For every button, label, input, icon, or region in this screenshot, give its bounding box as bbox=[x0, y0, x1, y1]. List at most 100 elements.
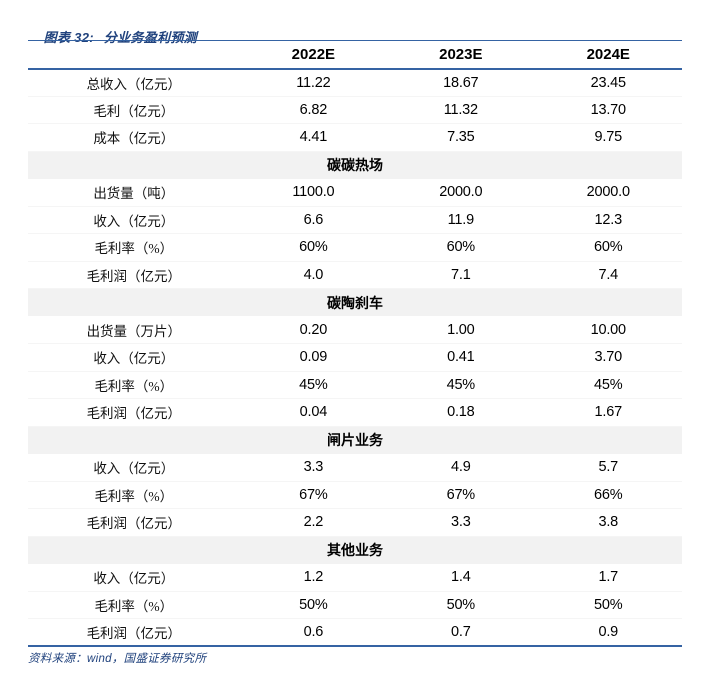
cell-value: 50% bbox=[446, 596, 476, 613]
row-label: 成本（亿元） bbox=[93, 131, 175, 147]
table-row: 出货量（吨） 1100.0 2000.0 2000.0 bbox=[28, 179, 682, 206]
table-row: 毛利率（%） 50% 50% 50% bbox=[28, 591, 682, 619]
section-header-row: 闸片业务 bbox=[28, 426, 682, 454]
cell-value: 60% bbox=[446, 239, 476, 256]
section-header-label: 闸片业务 bbox=[28, 426, 682, 454]
cell-value: 66% bbox=[594, 486, 623, 503]
cell-value: 6.6 bbox=[303, 211, 324, 228]
cell-value: 0.04 bbox=[299, 404, 328, 421]
row-label: 毛利润（亿元） bbox=[86, 516, 182, 532]
cell-value: 11.22 bbox=[296, 74, 331, 91]
cell-value: 0.6 bbox=[303, 624, 324, 640]
table-row: 毛利率（%） 60% 60% 60% bbox=[28, 234, 682, 261]
table-row: 收入（亿元） 0.09 0.41 3.70 bbox=[28, 344, 682, 371]
table-row: 收入（亿元） 1.2 1.4 1.7 bbox=[28, 564, 682, 591]
cell-value: 3.8 bbox=[598, 514, 619, 531]
cell-value: 5.7 bbox=[598, 459, 619, 475]
cell-value: 0.7 bbox=[451, 624, 471, 640]
table-body: 总收入（亿元） 11.22 18.67 23.45 毛利（亿元） 6.82 11.32 13.… bbox=[28, 69, 682, 646]
table-row: 毛利率（%） 67% 67% 66% bbox=[28, 481, 682, 509]
table-row: 毛利润（亿元） 2.2 3.3 3.8 bbox=[28, 509, 682, 536]
row-label: 毛利润（亿元） bbox=[86, 626, 182, 641]
cell-value: 4.9 bbox=[451, 459, 471, 475]
table-row: 毛利润（亿元） 0.04 0.18 1.67 bbox=[28, 399, 682, 426]
row-label: 毛利率（%） bbox=[94, 378, 174, 394]
cell-value: 1.4 bbox=[451, 569, 471, 585]
row-label: 出货量（万片） bbox=[86, 323, 182, 339]
cell-value: 45% bbox=[594, 376, 623, 393]
row-label: 总收入（亿元） bbox=[86, 76, 182, 92]
cell-value: 60% bbox=[594, 239, 623, 256]
table-header: 2022E 2023E 2024E bbox=[28, 40, 682, 70]
row-label: 出货量（吨） bbox=[93, 186, 175, 201]
cell-value: 23.45 bbox=[590, 74, 626, 91]
cell-value: 50% bbox=[594, 596, 623, 613]
cell-value: 0.18 bbox=[447, 404, 475, 421]
label-column-header bbox=[28, 40, 240, 70]
row-label: 毛利率（%） bbox=[94, 241, 174, 257]
cell-value: 11.32 bbox=[443, 101, 478, 118]
cell-value: 3.70 bbox=[594, 349, 623, 366]
cell-value: 10.00 bbox=[590, 321, 626, 338]
row-label: 收入（亿元） bbox=[93, 571, 175, 586]
cell-value: 12.3 bbox=[594, 211, 623, 228]
cell-value: 7.4 bbox=[598, 266, 619, 283]
cell-value: 6.82 bbox=[299, 101, 328, 118]
source-note: 资料来源：wind，国盛证券研究所 bbox=[28, 653, 207, 665]
cell-value: 60% bbox=[299, 239, 328, 256]
cell-value: 2000.0 bbox=[586, 184, 630, 200]
section-header-row: 碳碳热场 bbox=[28, 151, 682, 179]
row-label: 收入（亿元） bbox=[93, 213, 175, 229]
table-row: 毛利润（亿元） 4.0 7.1 7.4 bbox=[28, 261, 682, 289]
cell-value: 1.00 bbox=[447, 321, 475, 338]
row-label: 毛利率（%） bbox=[94, 598, 174, 614]
cell-value: 18.67 bbox=[443, 74, 479, 91]
cell-value: 2000.0 bbox=[439, 184, 483, 200]
table-row: 毛利率（%） 45% 45% 45% bbox=[28, 371, 682, 399]
cell-value: 0.41 bbox=[447, 349, 475, 366]
table-row: 成本（亿元） 4.41 7.35 9.75 bbox=[28, 124, 682, 151]
cell-value: 0.09 bbox=[299, 349, 328, 366]
cell-value: 3.3 bbox=[303, 459, 324, 475]
cell-value: 13.70 bbox=[590, 101, 626, 118]
section-header-row: 其他业务 bbox=[28, 536, 682, 564]
section-header-label: 碳陶刹车 bbox=[28, 288, 682, 316]
cell-value: 67% bbox=[299, 486, 328, 503]
cell-value: 4.0 bbox=[303, 266, 324, 283]
cell-value: 1.7 bbox=[598, 569, 619, 585]
row-label: 毛利润（亿元） bbox=[86, 268, 182, 284]
table-row: 收入（亿元） 6.6 11.9 12.3 bbox=[28, 206, 682, 234]
table-row: 毛利（亿元） 6.82 11.32 13.70 bbox=[28, 96, 682, 124]
section-header-label: 碳碳热场 bbox=[28, 151, 682, 179]
table-row: 毛利润（亿元） 0.6 0.7 0.9 bbox=[28, 619, 682, 646]
cell-value: 2.2 bbox=[303, 514, 324, 531]
cell-value: 3.3 bbox=[451, 514, 471, 531]
table-row: 收入（亿元） 3.3 4.9 5.7 bbox=[28, 454, 682, 481]
cell-value: 0.20 bbox=[299, 321, 328, 338]
cell-value: 67% bbox=[446, 486, 476, 503]
table-row: 出货量（万片） 0.20 1.00 10.00 bbox=[28, 316, 682, 344]
row-label: 收入（亿元） bbox=[93, 461, 175, 476]
section-header-label: 其他业务 bbox=[28, 536, 682, 564]
cell-value: 1.67 bbox=[594, 404, 623, 421]
cell-value: 7.35 bbox=[447, 129, 475, 146]
segment-forecast-table: 2022E 2023E 2024E 总收入（亿元） 11.22 18.67 23.45 毛利… bbox=[28, 40, 682, 647]
cell-value: 9.75 bbox=[594, 129, 623, 146]
cell-value: 50% bbox=[299, 596, 328, 613]
cell-value: 1100.0 bbox=[292, 184, 335, 200]
row-label: 毛利（亿元） bbox=[93, 103, 175, 119]
cell-value: 7.1 bbox=[451, 266, 471, 283]
year-header: 2023E bbox=[387, 40, 535, 70]
cell-value: 4.41 bbox=[299, 129, 328, 146]
row-label: 收入（亿元） bbox=[93, 351, 175, 367]
row-label: 毛利润（亿元） bbox=[86, 406, 182, 422]
cell-value: 11.9 bbox=[447, 211, 475, 228]
table-row: 总收入（亿元） 11.22 18.67 23.45 bbox=[28, 69, 682, 96]
year-header: 2024E bbox=[534, 40, 682, 70]
section-header-row: 碳陶刹车 bbox=[28, 288, 682, 316]
cell-value: 1.2 bbox=[303, 569, 324, 585]
cell-value: 45% bbox=[299, 376, 328, 393]
cell-value: 45% bbox=[446, 376, 476, 393]
year-header-row: 2022E 2023E 2024E bbox=[28, 40, 682, 70]
